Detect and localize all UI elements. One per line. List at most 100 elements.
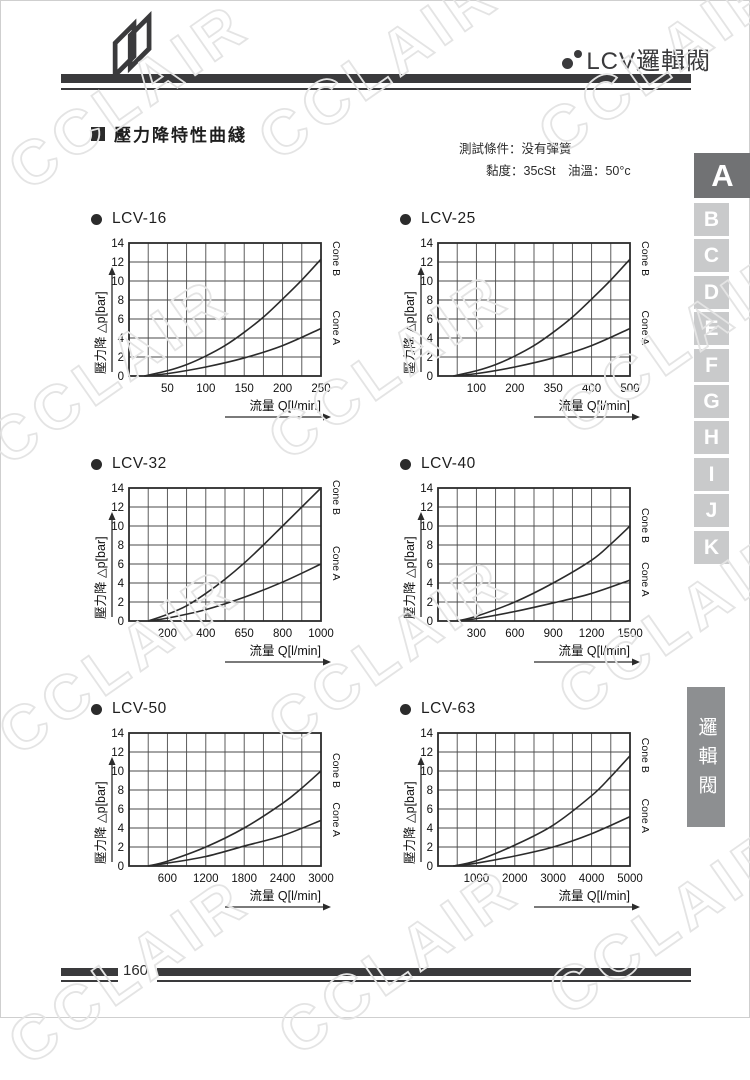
y-axis-label: 壓力降 △p[bar] xyxy=(94,291,108,374)
chart-lcv-32: LCV-32 0 2 4 6 8 10 12 14 200 400 650 800 1000 流量 Q[l… xyxy=(89,454,401,686)
y-tick-label: 2 xyxy=(118,597,124,609)
x-axis-arrow-head xyxy=(323,903,331,911)
x-tick-label: 900 xyxy=(544,628,563,640)
x-tick-label: 600 xyxy=(505,628,524,640)
y-tick-label: 14 xyxy=(111,238,124,250)
y-axis-arrow-head xyxy=(108,512,116,520)
side-tab-e: E xyxy=(694,312,729,345)
chart-plot: 0 2 4 6 8 10 12 14 100 200 350 400 500 流量 Q[l/min] 壓力降… xyxy=(398,233,706,438)
y-tick-label: 4 xyxy=(427,578,434,590)
bullet-icon xyxy=(400,703,411,715)
y-axis-arrow-head xyxy=(417,267,425,275)
y-tick-label: 8 xyxy=(427,785,433,797)
y-tick-label: 8 xyxy=(118,540,124,552)
y-tick-label: 8 xyxy=(118,295,124,307)
y-tick-label: 0 xyxy=(427,861,433,873)
y-tick-label: 10 xyxy=(420,521,433,533)
bullet-icon xyxy=(91,213,102,225)
x-tick-label: 3000 xyxy=(540,873,566,885)
chart-lcv-50: LCV-50 0 2 4 6 8 10 12 14 600 1200 1800 2400 3000 流量 … xyxy=(89,699,401,931)
curve-label-cone-a: Cone A xyxy=(639,799,651,833)
curve-label-cone-a: Cone A xyxy=(639,562,651,596)
chart-title-label: LCV-32 xyxy=(112,455,167,472)
x-tick-label: 650 xyxy=(235,628,254,640)
y-tick-label: 12 xyxy=(420,257,433,269)
curve-label-cone-b: Cone B xyxy=(639,241,651,276)
y-tick-label: 12 xyxy=(111,257,124,269)
x-tick-label: 1800 xyxy=(231,873,257,885)
bullet-icon xyxy=(400,458,411,470)
side-tab-j: J xyxy=(694,494,729,527)
footer-line-left xyxy=(61,980,118,982)
y-axis-arrow-head xyxy=(417,512,425,520)
y-tick-label: 12 xyxy=(111,747,124,759)
curve-label-cone-b: Cone B xyxy=(330,480,342,515)
x-axis-label: 流量 Q[l/min] xyxy=(249,399,321,413)
y-axis-label: 壓力降 △p[bar] xyxy=(403,536,417,619)
side-tab-c: C xyxy=(694,239,729,272)
x-axis-label: 流量 Q[l/min] xyxy=(558,644,630,658)
x-axis-arrow-head xyxy=(323,413,331,421)
x-tick-label: 150 xyxy=(235,383,254,395)
curve-cone-a xyxy=(144,327,322,377)
chart-lcv-16: LCV-16 0 2 4 6 8 10 12 14 50 100 150 200 250 流量 Q[l/m… xyxy=(89,209,401,441)
chart-plot: 0 2 4 6 8 10 12 14 300 600 900 1200 1500 流量 Q[l/min] 壓… xyxy=(398,478,706,683)
bullet-icon xyxy=(91,458,102,470)
y-tick-label: 14 xyxy=(111,483,124,495)
y-tick-label: 2 xyxy=(427,352,433,364)
y-tick-label: 4 xyxy=(118,578,125,590)
header-title-text: LCV邏輯閥 xyxy=(586,48,711,75)
y-tick-label: 12 xyxy=(420,747,433,759)
bullet-icon xyxy=(400,213,411,225)
x-axis-arrow-head xyxy=(323,658,331,666)
y-tick-label: 6 xyxy=(118,559,124,571)
y-axis-label: 壓力降 △p[bar] xyxy=(403,291,417,374)
chart-lcv-40: LCV-40 0 2 4 6 8 10 12 14 300 600 900 1200 1500 流量 Q[… xyxy=(398,454,710,686)
side-tab-h: H xyxy=(694,421,729,454)
y-tick-label: 14 xyxy=(420,728,433,740)
y-tick-label: 10 xyxy=(111,766,124,778)
y-tick-label: 4 xyxy=(118,333,125,345)
x-axis-arrow-head xyxy=(632,413,640,421)
curve-cone-b xyxy=(457,525,631,622)
footer-rule-left xyxy=(61,968,118,976)
side-tab-g: G xyxy=(694,385,729,418)
section-marker-icon xyxy=(91,126,105,141)
y-tick-label: 6 xyxy=(427,314,433,326)
x-tick-label: 1200 xyxy=(193,873,219,885)
chart-plot: 0 2 4 6 8 10 12 14 600 1200 1800 2400 3000 流量 Q[l/min… xyxy=(89,723,397,928)
dot-icon-large xyxy=(562,57,574,69)
plot-border xyxy=(437,732,631,867)
chart-svg: 0 2 4 6 8 10 12 14 50 100 150 200 250 流量 Q[l/min] 壓力降 … xyxy=(94,238,342,421)
chart-svg: 0 2 4 6 8 10 12 14 200 400 650 800 1000 流量 Q[l/min] 壓力… xyxy=(94,480,342,666)
chart-svg: 0 2 4 6 8 10 12 14 100 200 350 400 500 流量 Q[l/min] 壓力降… xyxy=(403,238,651,421)
x-tick-label: 200 xyxy=(273,383,292,395)
x-tick-label: 300 xyxy=(467,628,486,640)
x-tick-label: 400 xyxy=(582,383,601,395)
curve-cone-a xyxy=(148,819,322,867)
x-axis-label: 流量 Q[l/min] xyxy=(558,399,630,413)
y-tick-label: 0 xyxy=(427,616,433,628)
y-tick-label: 2 xyxy=(118,842,124,854)
y-tick-label: 2 xyxy=(118,352,124,364)
bullet-icon xyxy=(91,703,102,715)
dot-icon-small xyxy=(574,49,583,58)
plot-border xyxy=(128,487,322,622)
y-tick-label: 10 xyxy=(111,521,124,533)
curve-label-cone-b: Cone B xyxy=(330,753,342,788)
y-tick-label: 0 xyxy=(118,616,124,628)
curve-label-cone-a: Cone A xyxy=(330,311,342,345)
y-axis-label: 壓力降 △p[bar] xyxy=(94,781,108,864)
chart-plot: 0 2 4 6 8 10 12 14 1000 2000 3000 4000 5000 流量 Q[l/mi… xyxy=(398,723,706,928)
header-rule-thick xyxy=(61,74,691,83)
x-tick-label: 600 xyxy=(158,873,177,885)
y-tick-label: 0 xyxy=(427,371,433,383)
side-category-label: 邏輯閥 xyxy=(687,687,725,827)
chart-title: LCV-32 xyxy=(89,454,401,474)
curve-cone-b xyxy=(453,755,631,867)
curve-cone-b xyxy=(148,770,322,867)
plot-border xyxy=(437,487,631,622)
x-tick-label: 500 xyxy=(620,383,639,395)
chart-svg: 0 2 4 6 8 10 12 14 300 600 900 1200 1500 流量 Q[l/min] 壓… xyxy=(403,483,651,666)
curve-label-cone-b: Cone B xyxy=(330,241,342,276)
